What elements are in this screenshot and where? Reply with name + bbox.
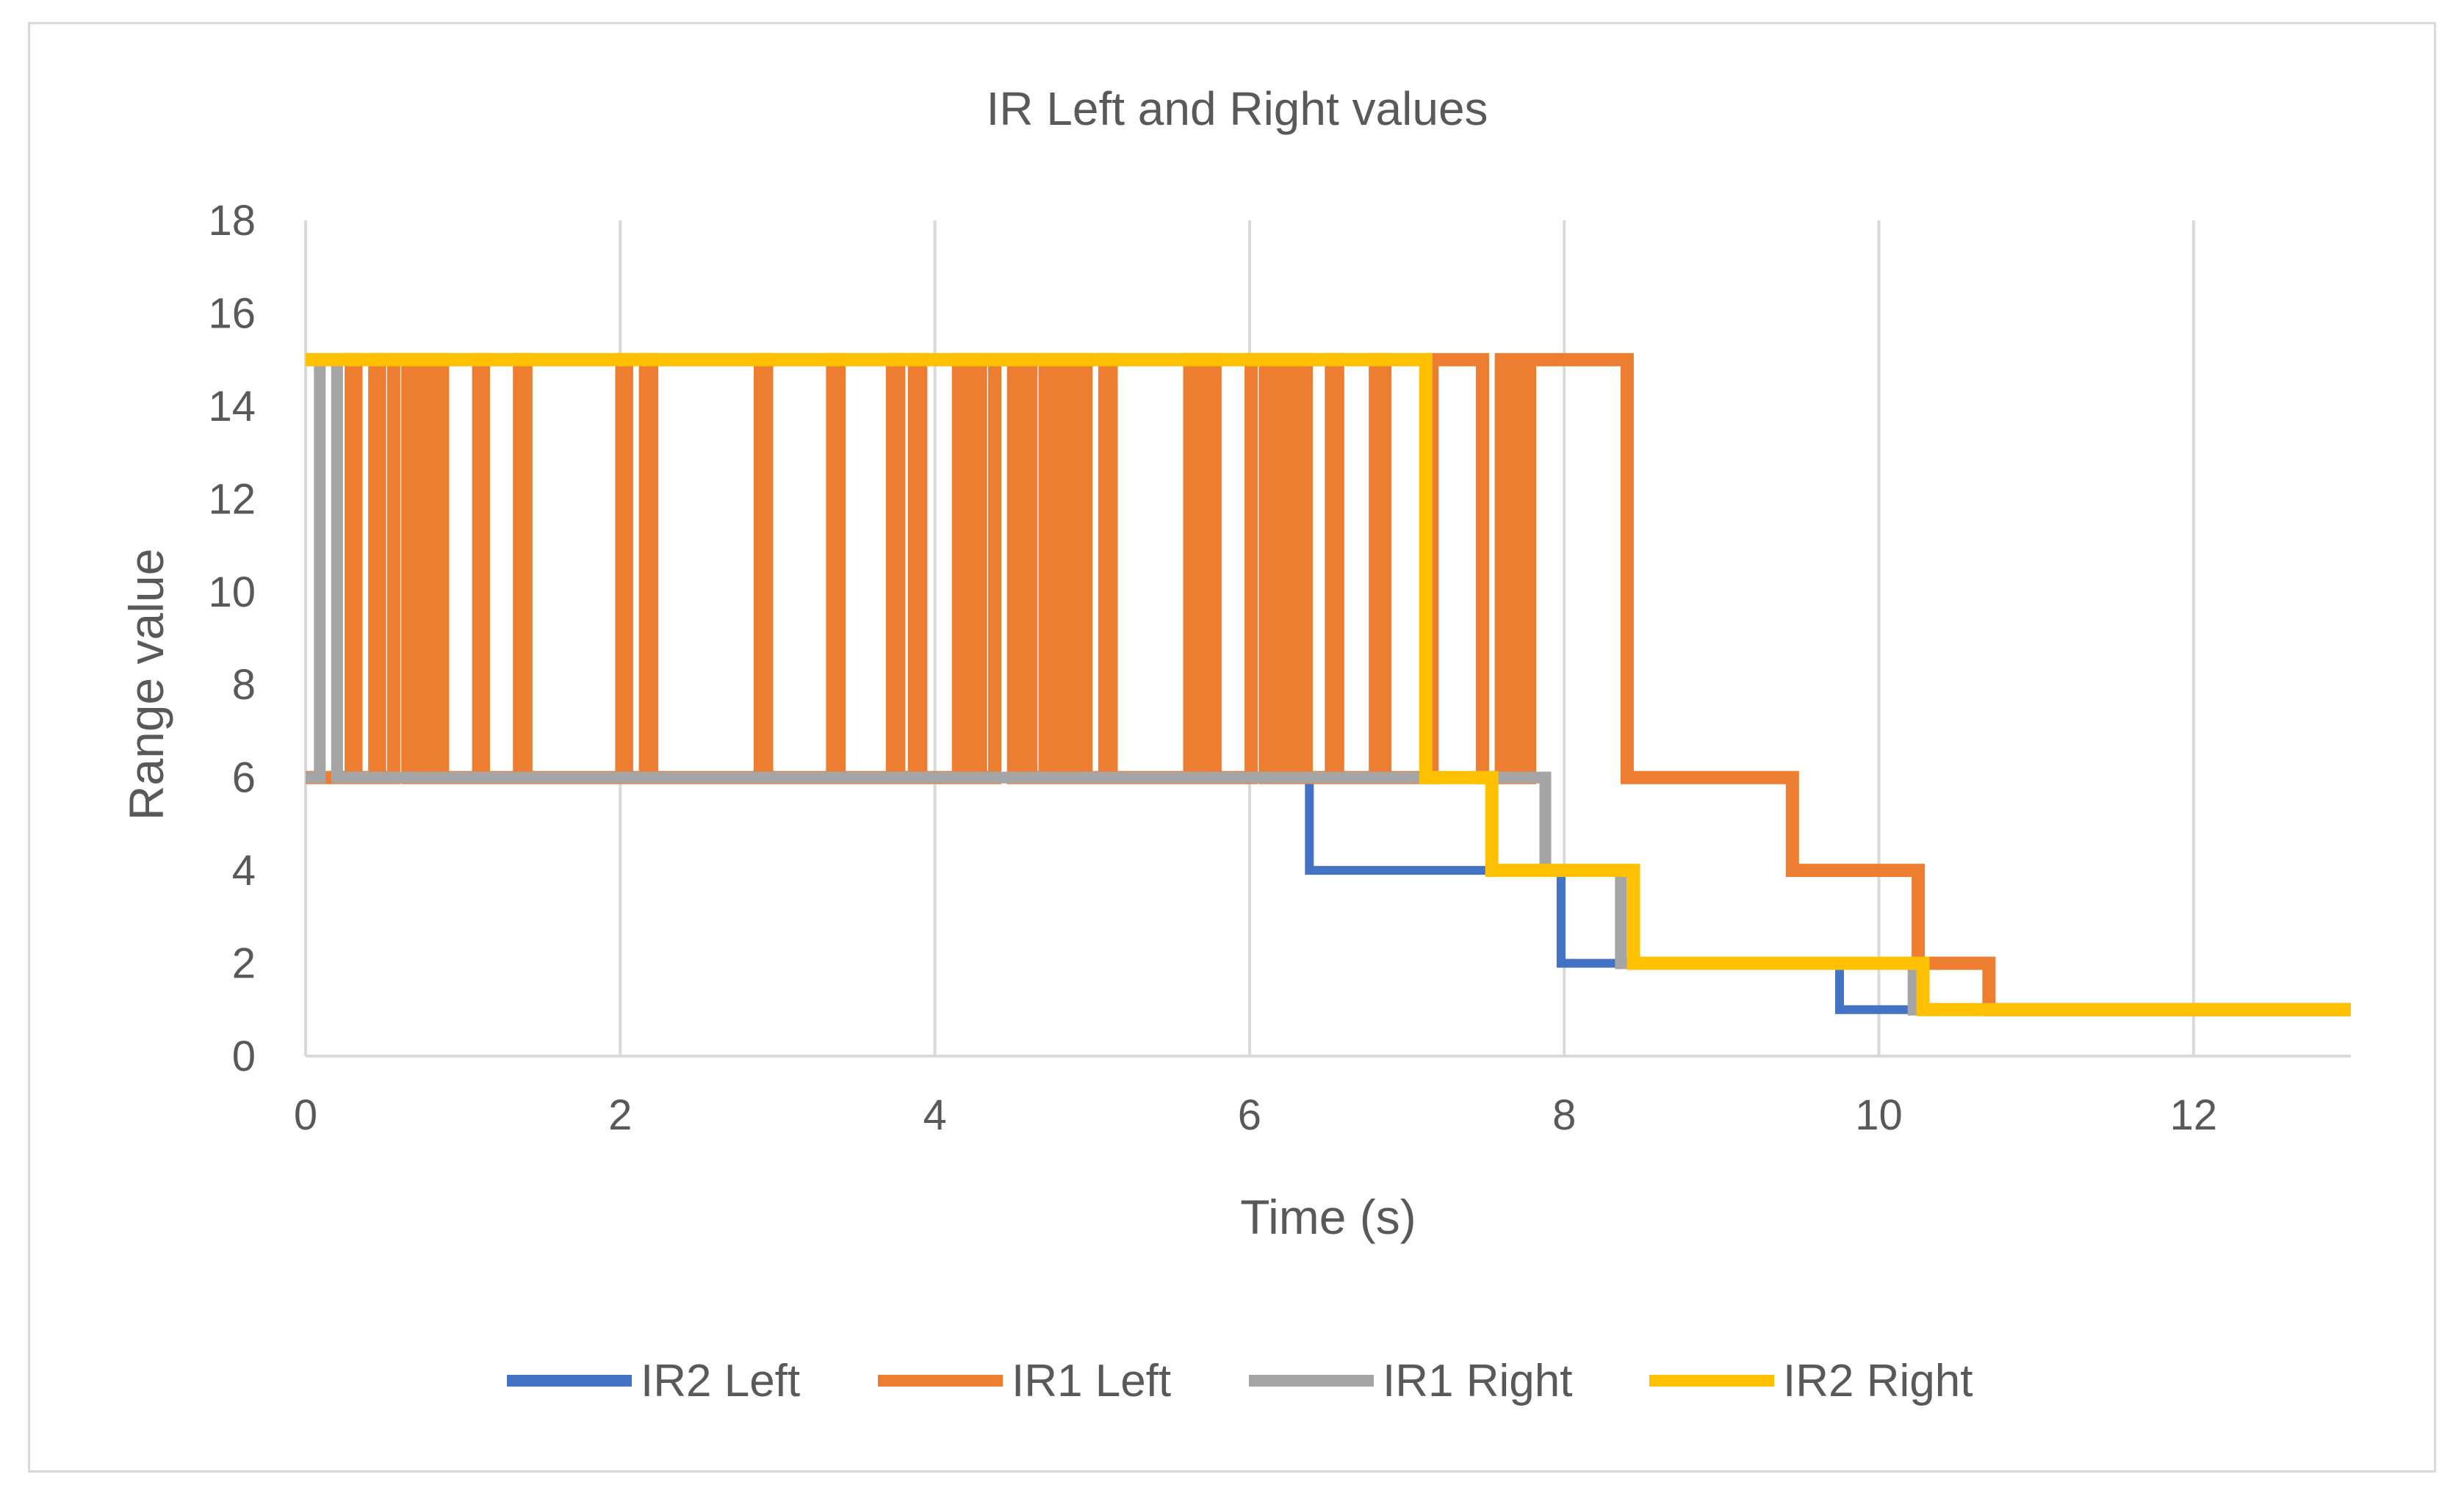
x-tick-label-1: 2 [608,1091,632,1139]
y-tick-label-8: 16 [208,289,256,337]
y-tick-label-6: 12 [208,475,256,523]
y-tick-label-5: 10 [208,568,256,616]
series-line-ir2-right [306,353,2351,1016]
y-tick-label-0: 0 [232,1033,256,1080]
x-tick-label-2: 4 [923,1091,946,1139]
y-axis-title: Range value [119,549,173,821]
chart-title: IR Left and Right values [986,82,1488,135]
series-line-ir1-right [306,353,2351,1016]
x-tick-label-6: 12 [2170,1091,2218,1139]
legend-label-ir2-right: IR2 Right [1783,1356,1973,1406]
legend-label-ir2-left: IR2 Left [641,1356,800,1406]
x-tick-label-3: 6 [1238,1091,1261,1139]
y-tick-label-4: 8 [232,661,256,709]
legend-label-ir1-left: IR1 Left [1012,1356,1171,1406]
axis-ticks: 0 2 4 6 8 10 12 0 2 4 6 8 10 12 14 16 18 [208,197,2217,1139]
legend: IR2 Left IR1 Left IR1 Right IR2 Right [507,1356,1973,1406]
x-axis-title: Time (s) [1240,1190,1416,1244]
series-lines [306,353,2351,1016]
series-line-ir1-left [306,353,2351,1016]
x-tick-label-4: 8 [1552,1091,1576,1139]
y-tick-label-3: 6 [232,754,256,802]
y-tick-label-2: 4 [232,847,256,895]
legend-label-ir1-right: IR1 Right [1383,1356,1572,1406]
y-tick-label-1: 2 [232,940,256,988]
x-tick-label-0: 0 [294,1091,317,1139]
x-tick-label-5: 10 [1855,1091,1903,1139]
y-tick-label-9: 18 [208,197,256,245]
y-tick-label-7: 14 [208,383,256,430]
